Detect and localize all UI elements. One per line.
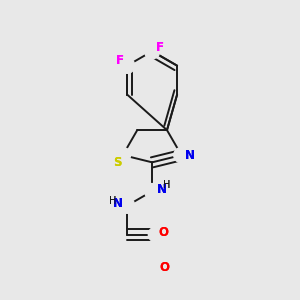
Text: H: H — [163, 180, 171, 190]
Text: S: S — [113, 156, 122, 169]
Circle shape — [174, 148, 189, 163]
Text: S: S — [113, 156, 122, 169]
Text: N: N — [157, 183, 166, 196]
Circle shape — [148, 227, 164, 242]
Text: H: H — [109, 196, 116, 206]
Circle shape — [119, 198, 135, 213]
Circle shape — [119, 58, 135, 73]
Text: F: F — [116, 54, 124, 67]
Text: O: O — [160, 261, 170, 274]
Text: N: N — [113, 197, 123, 210]
Text: H: H — [109, 196, 116, 206]
Circle shape — [130, 295, 145, 300]
Circle shape — [115, 148, 130, 163]
Circle shape — [145, 184, 160, 199]
Text: N: N — [113, 197, 123, 210]
Text: N: N — [185, 148, 195, 162]
Text: F: F — [156, 41, 164, 54]
Circle shape — [155, 252, 170, 267]
Text: O: O — [159, 226, 169, 239]
Text: F: F — [156, 41, 164, 54]
Text: O: O — [159, 226, 169, 239]
Text: N: N — [185, 148, 195, 162]
Circle shape — [145, 44, 160, 59]
Text: N: N — [157, 183, 166, 196]
Text: O: O — [160, 261, 170, 274]
Text: F: F — [116, 54, 124, 67]
Text: H: H — [163, 180, 171, 190]
